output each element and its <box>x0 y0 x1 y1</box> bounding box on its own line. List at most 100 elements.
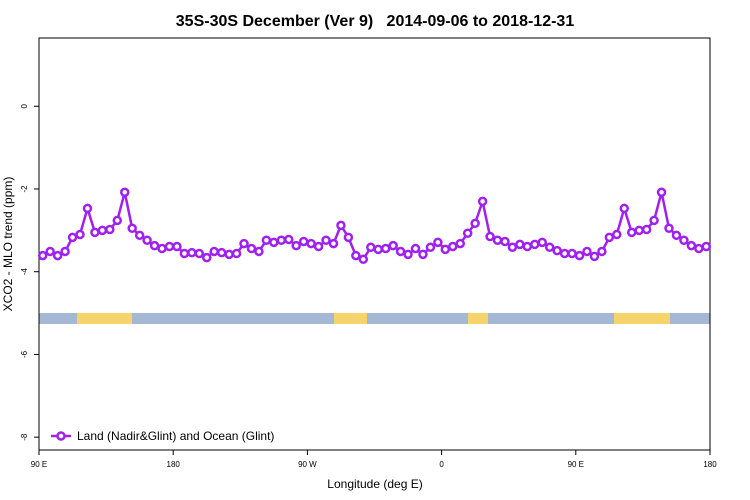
data-point <box>619 203 630 214</box>
y-tick-label: -6 <box>20 350 29 358</box>
land-patch <box>614 313 670 324</box>
data-point <box>179 248 190 259</box>
x-tick-label: 180 <box>167 460 181 469</box>
data-point <box>492 235 503 246</box>
data-point <box>582 246 592 257</box>
data-point <box>664 223 674 234</box>
land-patch <box>77 313 132 324</box>
data-point <box>537 237 547 248</box>
chart-title: 35S-30S December (Ver 9) 2014-09-06 to 2… <box>176 13 575 30</box>
data-point <box>149 240 160 251</box>
data-point <box>328 238 339 249</box>
data-point <box>45 246 55 257</box>
data-point <box>67 232 78 243</box>
data-point <box>164 241 175 252</box>
data-point <box>254 246 264 257</box>
data-point <box>224 249 234 260</box>
data-point <box>440 244 451 255</box>
data-point <box>60 246 70 257</box>
data-point <box>589 251 600 262</box>
data-point <box>485 231 495 242</box>
data-point <box>336 220 346 231</box>
x-tick-label: 0 <box>439 460 444 469</box>
data-point <box>410 243 421 254</box>
data-point <box>530 239 540 250</box>
data-point <box>284 234 294 245</box>
data-point <box>552 245 562 256</box>
data-point <box>641 224 652 235</box>
data-point <box>142 235 152 246</box>
data-point <box>202 252 212 263</box>
data-point <box>209 246 219 257</box>
data-point <box>306 238 316 249</box>
y-tick-label: 0 <box>20 103 29 108</box>
data-point <box>97 225 108 236</box>
data-point <box>694 243 704 254</box>
data-point <box>75 229 85 240</box>
data-point <box>433 237 443 248</box>
data-point <box>127 223 137 234</box>
data-point <box>455 238 465 249</box>
data-point <box>37 250 48 261</box>
data-point <box>246 243 257 254</box>
data-point <box>544 242 555 253</box>
data-point <box>656 187 667 198</box>
data-point <box>671 230 682 241</box>
y-tick-label: -8 <box>20 433 29 441</box>
land-patch <box>468 313 488 324</box>
data-point <box>239 238 249 249</box>
data-point <box>470 218 480 229</box>
data-point <box>626 227 637 238</box>
x-tick-label: 90 E <box>31 460 47 469</box>
land-patch <box>334 313 367 324</box>
data-point <box>343 232 354 243</box>
y-axis-label: XCO2 - MLO trend (ppm) <box>1 177 15 312</box>
data-point <box>612 229 622 240</box>
data-point <box>52 250 63 261</box>
x-tick-label: 90 E <box>568 460 584 469</box>
data-point <box>119 187 130 198</box>
legend-marker <box>56 431 66 441</box>
data-point <box>701 241 712 252</box>
data-point <box>559 248 570 259</box>
data-point <box>500 236 510 247</box>
x-tick-label: 180 <box>703 460 717 469</box>
land-ocean-strip <box>39 313 710 324</box>
data-point <box>574 250 585 261</box>
data-point <box>157 243 167 254</box>
data-point <box>373 244 383 255</box>
data-point <box>418 249 428 260</box>
data-point <box>187 247 197 258</box>
data-point <box>276 235 287 246</box>
data-point <box>366 242 376 253</box>
data-point <box>194 248 205 259</box>
data-point <box>291 240 301 251</box>
x-axis-label: Longitude (deg E) <box>327 477 422 491</box>
data-point <box>448 241 458 252</box>
data-point <box>231 248 242 259</box>
y-tick-label: -2 <box>20 185 29 193</box>
data-point <box>105 224 115 235</box>
data-point <box>515 239 525 250</box>
data-point <box>82 203 93 214</box>
data-point <box>358 254 369 265</box>
data-point <box>462 228 473 238</box>
data-point <box>507 242 518 253</box>
data-point <box>216 247 227 258</box>
data-point <box>351 250 361 261</box>
data-point <box>604 232 615 243</box>
data-point <box>112 215 123 226</box>
data-point <box>313 241 324 252</box>
data-point <box>567 248 577 259</box>
data-point <box>261 235 272 246</box>
data-point <box>321 235 331 246</box>
data-point <box>649 215 659 226</box>
data-point <box>477 196 488 207</box>
legend-label: Land (Nadir&Glint) and Ocean (Glint) <box>77 429 274 443</box>
data-point <box>134 230 145 241</box>
x-tick-label: 90 W <box>298 460 317 469</box>
data-point <box>679 235 689 246</box>
data-point <box>634 225 644 236</box>
